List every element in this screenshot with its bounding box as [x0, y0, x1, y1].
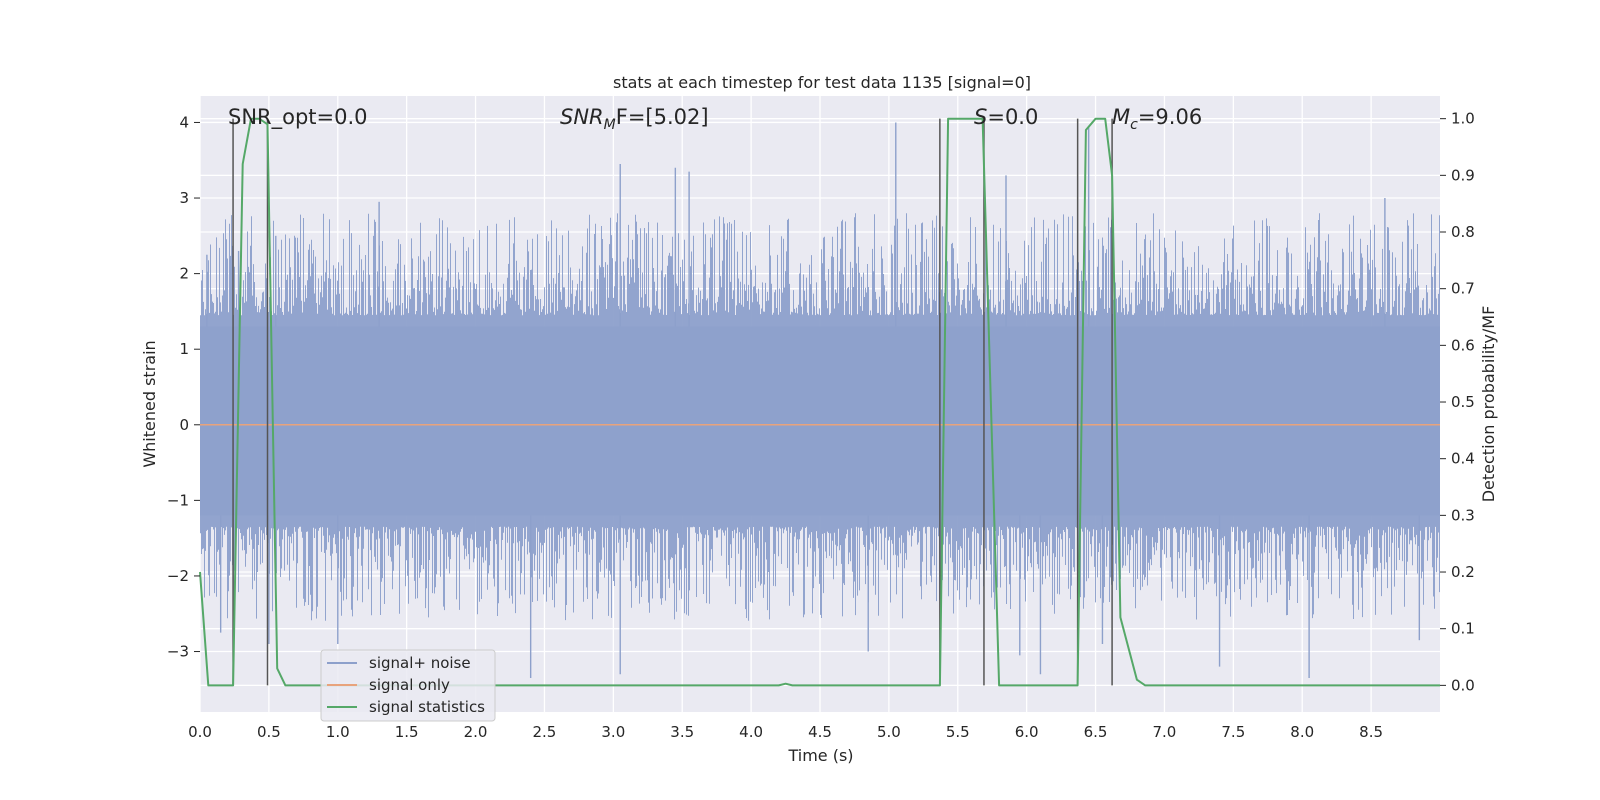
signal-noise-series: [200, 122, 1440, 678]
x-tick-label: 7.5: [1221, 723, 1245, 741]
y-right-tick-label: 0.8: [1451, 223, 1475, 241]
x-tick-label: 3.5: [670, 723, 694, 741]
x-tick-label: 8.5: [1359, 723, 1383, 741]
annotation-snr-opt: SNR_opt=0.0: [228, 105, 368, 130]
annotation-snr-mf: SNRMF=[5.02]: [560, 105, 709, 133]
x-tick-label: 0.0: [188, 723, 212, 741]
y-axis-label-left: Whitened strain: [140, 340, 159, 467]
x-tick-label: 6.5: [1084, 723, 1108, 741]
y-left-tick-label: 4: [179, 113, 189, 131]
x-tick-label: 0.5: [257, 723, 281, 741]
legend-box: [320, 649, 496, 722]
y-right-tick-label: 0.0: [1451, 676, 1475, 694]
chart-title: stats at each timestep for test data 113…: [613, 73, 1031, 92]
x-tick-label: 1.5: [395, 723, 419, 741]
y-right-tick-label: 0.4: [1451, 450, 1475, 468]
vertical-markers: [232, 118, 1113, 686]
y-left-tick-label: −1: [167, 491, 189, 509]
legend-label-signal-only: signal only: [369, 676, 450, 694]
x-tick-label: 1.0: [326, 723, 350, 741]
y-right-tick-labels: 1.0 0.9 0.8 0.7 0.6 0.5 0.4 0.3 0.2 0.1 0.0: [1440, 110, 1475, 694]
y-right-tick-label: 0.6: [1451, 336, 1475, 354]
y-right-tick-label: 0.1: [1451, 620, 1475, 638]
x-tick-label: 3.0: [601, 723, 625, 741]
x-tick-label: 8.0: [1290, 723, 1314, 741]
y-left-tick-label: −3: [167, 643, 189, 661]
x-tick-labels: 0.0 0.5 1.0 1.5 2.0 2.5 3.0 3.5 4.0 4.5 5.0 5.5 6.0 6…: [188, 723, 1383, 741]
x-tick-label: 4.5: [808, 723, 832, 741]
signal-statistics-series: [199, 117, 1440, 687]
y-left-tick-label: 0: [179, 416, 189, 434]
y-right-tick-label: 0.5: [1451, 393, 1475, 411]
y-right-tick-label: 0.9: [1451, 166, 1475, 184]
x-tick-label: 7.0: [1153, 723, 1177, 741]
y-right-tick-label: 0.3: [1451, 506, 1475, 524]
y-right-tick-label: 1.0: [1451, 110, 1475, 128]
annotation-s: S=0.0: [974, 105, 1038, 129]
y-right-tick-label: 0.7: [1451, 280, 1475, 298]
x-tick-label: 2.5: [533, 723, 557, 741]
x-axis-label: Time (s): [787, 746, 853, 765]
x-tick-label: 4.0: [739, 723, 763, 741]
x-tick-label: 2.0: [464, 723, 488, 741]
signal-statistics-line: [199, 117, 1440, 687]
x-tick-label: 5.0: [877, 723, 901, 741]
legend: signal+ noise signal only signal statist…: [320, 649, 496, 722]
y-left-tick-label: −2: [167, 567, 189, 585]
legend-label-signal-noise: signal+ noise: [369, 654, 471, 672]
y-left-tick-label: 1: [179, 340, 189, 358]
x-tick-label: 5.5: [946, 723, 970, 741]
legend-label-signal-statistics: signal statistics: [369, 698, 485, 716]
y-left-tick-label: 3: [179, 189, 189, 207]
y-axis-label-right: Detection probability/MF: [1479, 306, 1498, 503]
y-right-tick-label: 0.2: [1451, 563, 1475, 581]
y-left-tick-label: 2: [179, 265, 189, 283]
y-left-tick-labels: 4 3 2 1 0 −1 −2 −3: [167, 113, 200, 661]
x-tick-label: 6.0: [1015, 723, 1039, 741]
annotation-mc: Mc=9.06: [1112, 105, 1202, 133]
